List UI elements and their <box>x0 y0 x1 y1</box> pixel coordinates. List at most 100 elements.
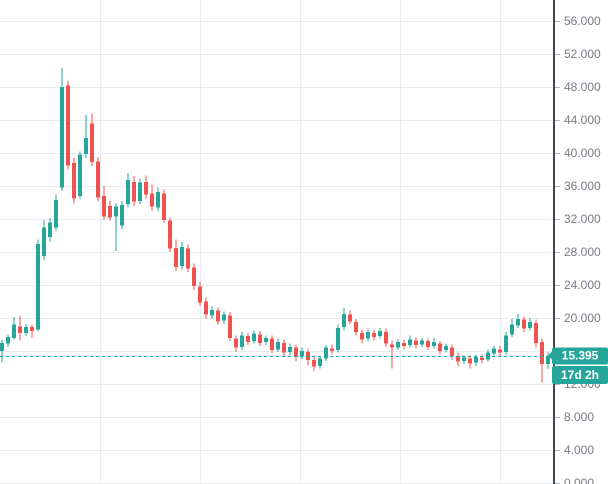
y-axis-tick <box>555 54 560 55</box>
y-axis-label: 0.000 <box>564 476 595 484</box>
candle-body <box>480 357 484 361</box>
candle-body <box>78 154 82 196</box>
candle-body <box>114 206 118 217</box>
candle-body <box>186 248 190 269</box>
candle-body <box>24 327 28 333</box>
y-axis-label: 44.000 <box>564 113 601 127</box>
candle-body <box>462 357 466 361</box>
candle-body <box>396 341 400 348</box>
current-price-badge[interactable]: 15.395 <box>552 347 608 365</box>
candle-body <box>204 301 208 315</box>
y-axis-label: 56.000 <box>564 14 601 28</box>
candle-body <box>366 332 370 339</box>
candle-body <box>492 348 496 354</box>
bar-countdown-badge[interactable]: 17d 2h <box>552 366 608 385</box>
candle-body <box>156 191 160 208</box>
candle-body <box>42 227 46 257</box>
candle-body <box>60 87 64 188</box>
y-axis-label: 8.000 <box>564 410 595 424</box>
candle-body <box>456 355 460 362</box>
candle-body <box>6 336 10 344</box>
candle-body <box>162 193 166 220</box>
candle-body <box>372 332 376 337</box>
candle-body <box>180 247 184 267</box>
candle-body <box>432 341 436 347</box>
candle-body <box>354 322 358 333</box>
candle-body <box>12 324 16 338</box>
candle-body <box>534 322 538 343</box>
candle-body <box>390 344 394 348</box>
candle-body <box>270 338 274 351</box>
candle-body <box>486 352 490 360</box>
candle-body <box>408 339 412 346</box>
candle-body <box>234 338 238 348</box>
y-axis-tick <box>555 450 560 451</box>
candle-body <box>330 348 334 351</box>
candle-body <box>54 200 58 228</box>
candle-body <box>516 318 520 326</box>
candle-body <box>282 342 286 353</box>
candle-body <box>384 332 388 344</box>
y-axis-tick <box>555 219 560 220</box>
candle-body <box>378 331 382 337</box>
candle-body <box>540 341 544 365</box>
y-axis-tick <box>555 252 560 253</box>
y-axis-tick <box>555 384 560 385</box>
candle-body <box>66 85 70 166</box>
current-price-value: 15.395 <box>561 348 599 363</box>
candle-body <box>96 161 100 198</box>
candle-body <box>324 347 328 359</box>
y-axis-tick <box>555 87 560 88</box>
price-axis[interactable]: 56.000 52.000 48.000 44.000 40.000 36.000 32.0… <box>553 0 608 484</box>
candle-body <box>342 313 346 328</box>
y-axis-label: 40.000 <box>564 146 601 160</box>
candle-body <box>306 351 310 361</box>
candle-body <box>300 351 304 356</box>
candle-body <box>546 355 550 365</box>
candle-body <box>438 343 442 351</box>
candle-wick <box>391 340 393 369</box>
candle-body <box>288 346 292 352</box>
y-axis-tick <box>555 417 560 418</box>
bar-countdown-value: 17d 2h <box>560 368 599 383</box>
y-axis-tick <box>555 153 560 154</box>
candle-body <box>246 336 250 342</box>
candle-body <box>252 333 256 342</box>
y-axis-tick <box>555 285 560 286</box>
candle-body <box>144 181 148 195</box>
candle-body <box>474 356 478 363</box>
candle-body <box>168 220 172 249</box>
candle-body <box>48 222 52 238</box>
candle-body <box>294 347 298 357</box>
candlestick-chart[interactable] <box>0 0 553 484</box>
candle-body <box>192 267 196 286</box>
candle-body <box>276 341 280 350</box>
y-axis-label: 32.000 <box>564 212 601 226</box>
candle-body <box>426 341 430 347</box>
candle-body <box>360 332 364 340</box>
candle-body <box>174 247 178 267</box>
candle-body <box>522 319 526 329</box>
candle-body <box>102 195 106 217</box>
candle-body <box>36 243 40 330</box>
candle-body <box>468 358 472 364</box>
candle-body <box>198 286 202 303</box>
candle-body <box>138 182 142 201</box>
candle-body <box>90 123 94 163</box>
candle-body <box>348 314 352 322</box>
candle-body <box>0 342 4 351</box>
candle-body <box>210 309 214 316</box>
candle-body <box>444 346 448 351</box>
candle-body <box>504 335 508 352</box>
y-axis-label: 20.000 <box>564 311 601 325</box>
candle-body <box>108 205 112 218</box>
y-axis-tick <box>555 120 560 121</box>
y-axis-label: 28.000 <box>564 245 601 259</box>
candle-wick <box>115 203 117 252</box>
candle-body <box>72 162 76 199</box>
candle-body <box>18 326 22 333</box>
candle-body <box>240 335 244 347</box>
y-axis-label: 52.000 <box>564 47 601 61</box>
candle-body <box>258 334 262 343</box>
